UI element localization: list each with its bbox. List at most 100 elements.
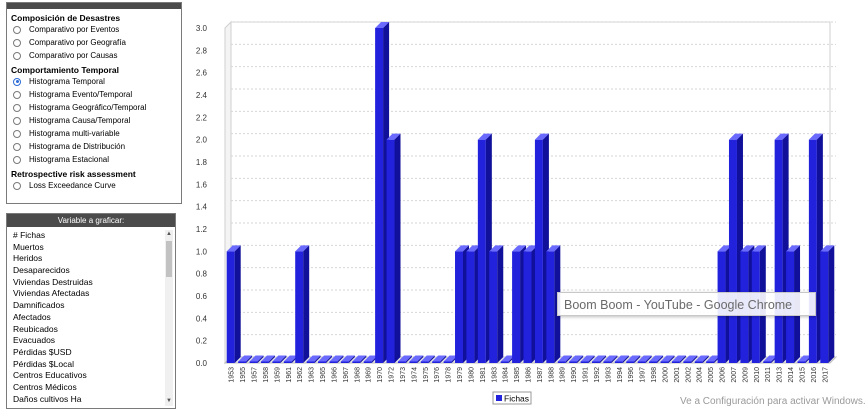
y-tick-label: 2.2 [196, 113, 208, 122]
chart-svg: 0.0 0.2 0.4 0.6 0.8 1.0 1.2 1.4 1.6 1.8 2.0 2.2 2.4 2… [196, 20, 838, 405]
variable-list-item[interactable]: Viviendas Destruidas [13, 276, 93, 287]
x-tick-label: 2006 [720, 367, 727, 383]
x-tick-label: 2000 [662, 367, 669, 383]
radio-button-icon[interactable] [13, 116, 21, 125]
radio-button-icon[interactable] [13, 129, 21, 138]
chart-bar-top [626, 355, 641, 362]
chart-bar-top [272, 355, 287, 362]
variable-list-item[interactable]: Heridos [13, 253, 43, 264]
chart-bar [763, 361, 772, 363]
variable-list-item[interactable]: Reubicados [13, 323, 58, 334]
chart-bar [603, 361, 612, 363]
chart-bar-top [774, 133, 789, 140]
x-tick-label: 1973 [400, 367, 407, 383]
chart-bar [375, 28, 384, 363]
x-tick-label: 1967 [343, 367, 350, 383]
chart-bar-side [405, 355, 412, 363]
radio-button-icon[interactable] [13, 103, 21, 112]
listbox-scrollbar[interactable]: ▲ ▼ [165, 230, 173, 406]
chart-bar-side [428, 355, 435, 363]
chart-bar-top [751, 245, 766, 252]
radio-option[interactable]: Histograma Estacional [13, 153, 181, 166]
scroll-down-icon[interactable]: ▼ [166, 398, 172, 404]
radio-option[interactable]: Histograma Temporal [13, 75, 181, 88]
chart-bar [500, 361, 509, 363]
variable-list-item[interactable]: Centros Médicos [13, 381, 77, 392]
chart-bar-side [417, 355, 424, 363]
x-tick-label: 1972 [389, 367, 396, 383]
chart-bar [443, 361, 452, 363]
x-tick-label: 1962 [297, 367, 304, 383]
variable-list-item[interactable]: Pérdidas $Local [13, 358, 74, 369]
chart-bar-top [603, 355, 618, 362]
scroll-thumb[interactable] [166, 241, 172, 277]
x-tick-label: 1993 [605, 367, 612, 383]
x-tick-label: 1979 [457, 367, 464, 383]
radio-button-icon[interactable] [13, 90, 21, 99]
chart-bar-top [260, 355, 275, 362]
variable-list-item[interactable]: Daños cultivos Ha [13, 393, 82, 404]
activation-watermark: Ve a Configuración para activar Windows. [680, 396, 866, 407]
chart-bar [260, 361, 269, 363]
chart-bar-side [314, 355, 321, 363]
chart-bar [591, 361, 600, 363]
x-tick-label: 1976 [434, 367, 441, 383]
y-tick-label: 2.0 [196, 136, 208, 145]
radio-option[interactable]: Histograma Causa/Temporal [13, 114, 181, 127]
variable-list-item[interactable]: Centros Educativos [13, 370, 87, 381]
chart-bar-top [671, 355, 686, 362]
radio-option[interactable]: Comparativo por Eventos [13, 23, 181, 36]
chart-bar-top [763, 355, 778, 362]
variable-list-item[interactable]: Pérdidas $USD [13, 346, 72, 357]
chart-bar-top [534, 133, 549, 140]
radio-button-icon[interactable] [13, 181, 21, 190]
x-tick-label: 1991 [583, 367, 590, 383]
radio-option[interactable]: Comparativo por Causas [13, 49, 181, 62]
chart-bar-top [409, 355, 424, 362]
y-tick-label: 1.6 [196, 180, 208, 189]
radio-option[interactable]: Comparativo por Geografía [13, 36, 181, 49]
window-title-tooltip: Boom Boom - YouTube - Google Chrome [557, 292, 816, 316]
variable-list-item[interactable]: Evacuados [13, 335, 56, 346]
chart-bar-top [489, 245, 504, 252]
variable-list-item[interactable]: Afectados [13, 311, 51, 322]
chart-bar-top [397, 355, 412, 362]
radio-option[interactable]: Loss Exceedance Curve [13, 179, 181, 192]
radio-option[interactable]: Histograma multi-variable [13, 127, 181, 140]
radio-option[interactable]: Histograma Geográfico/Temporal [13, 101, 181, 114]
radio-label: Comparativo por Eventos [29, 25, 120, 34]
radio-button-icon[interactable] [13, 77, 21, 86]
chart-bar [352, 361, 361, 363]
chart-bar-top [569, 355, 584, 362]
radio-button-icon[interactable] [13, 25, 21, 34]
chart-bar-top [455, 245, 470, 252]
chart-bar [649, 361, 658, 363]
radio-option[interactable]: Histograma de Distribución [13, 140, 181, 153]
variable-list-item[interactable]: Muertos [13, 241, 44, 252]
radio-label: Histograma de Distribución [29, 142, 126, 151]
analysis-panel-header [7, 3, 181, 9]
radio-button-icon[interactable] [13, 51, 21, 60]
radio-button-icon[interactable] [13, 142, 21, 151]
chart-bar-side [668, 355, 675, 363]
radio-label: Histograma Temporal [29, 77, 105, 86]
chart-bar-side [691, 355, 698, 363]
chart-bar-top [318, 355, 333, 362]
radio-button-icon[interactable] [13, 38, 21, 47]
chart-bar-side [588, 355, 595, 363]
variable-list-item[interactable]: Desaparecidos [13, 265, 70, 276]
variable-list-item[interactable]: # Fichas [13, 230, 46, 240]
radio-option[interactable]: Histograma Evento/Temporal [13, 88, 181, 101]
chart-bar-side [280, 355, 287, 363]
chart-bar-top [363, 355, 378, 362]
variable-list[interactable]: # Fichas Muertos Heridos Desaparecidos Vivie… [9, 230, 163, 406]
chart-bar [386, 139, 395, 363]
scroll-up-icon[interactable]: ▲ [166, 231, 172, 237]
radio-label: Histograma Geográfico/Temporal [29, 103, 147, 112]
radio-button-icon[interactable] [13, 155, 21, 164]
variable-list-item[interactable]: Viviendas Afectadas [13, 288, 90, 299]
variable-list-item[interactable]: Damnificados [13, 300, 65, 311]
variable-listbox[interactable]: Variable a graficar: # Fichas Muertos Heri… [6, 213, 176, 409]
chart-bar-side [303, 245, 310, 363]
chart-bar-side [828, 245, 835, 363]
